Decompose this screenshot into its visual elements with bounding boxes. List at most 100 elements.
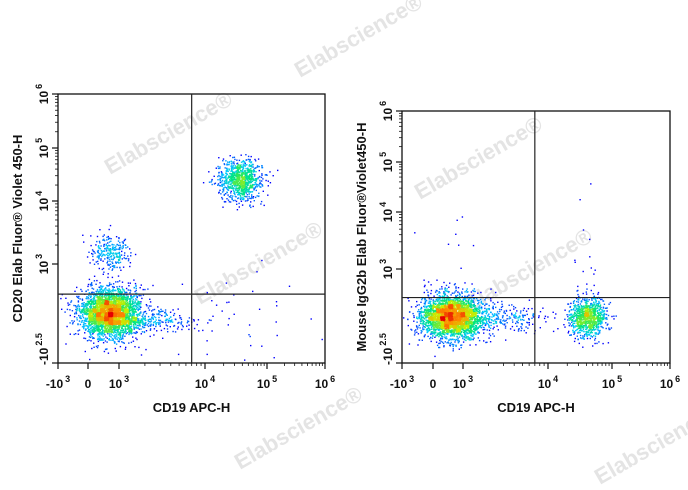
event-dot	[91, 319, 93, 321]
event-dot	[109, 327, 111, 330]
event-dot	[113, 322, 116, 325]
event-dot	[112, 305, 114, 307]
event-dot	[236, 177, 238, 180]
event-dot	[239, 186, 241, 188]
event-dot	[118, 317, 120, 319]
event-dot	[211, 330, 213, 332]
event-dot	[237, 178, 239, 180]
event-dot	[122, 334, 124, 337]
event-dot	[130, 328, 132, 330]
event-dot	[101, 301, 103, 303]
event-dot	[218, 157, 220, 159]
event-dot	[598, 341, 600, 343]
event-dot	[410, 306, 413, 308]
event-dot	[234, 183, 237, 186]
y-axis-label: CD20 Elab Fluor® Violet 450-H	[10, 135, 25, 323]
event-dot	[122, 313, 124, 315]
event-dot	[251, 178, 254, 180]
event-dot	[275, 321, 277, 323]
event-dot	[466, 295, 469, 297]
event-dot	[232, 168, 235, 170]
event-dot	[230, 165, 232, 167]
event-dot	[111, 309, 113, 311]
event-dot	[118, 315, 120, 317]
event-dot	[233, 181, 235, 183]
event-dot	[130, 295, 132, 297]
x-tick-label: 10 5	[257, 374, 277, 391]
event-dot	[96, 256, 98, 258]
event-dot	[104, 288, 107, 290]
event-dot	[242, 189, 245, 191]
event-dot	[124, 238, 127, 241]
event-dot	[113, 248, 116, 251]
event-dot	[149, 335, 151, 338]
event-dot	[92, 313, 94, 315]
event-dot	[105, 298, 108, 301]
event-dot	[69, 322, 71, 324]
event-dot	[260, 186, 262, 188]
event-dot	[251, 196, 253, 198]
event-dot	[528, 324, 530, 326]
event-dot	[122, 325, 124, 327]
event-dot	[115, 336, 117, 338]
event-dot	[133, 311, 136, 313]
event-dot	[251, 164, 253, 166]
event-dot	[91, 318, 94, 320]
event-dot	[554, 317, 556, 319]
event-dot	[112, 289, 114, 291]
event-dot	[107, 322, 109, 325]
event-dot	[229, 183, 231, 185]
event-dot	[107, 264, 109, 266]
event-dot	[180, 321, 183, 323]
event-dot	[114, 246, 116, 249]
event-dot	[133, 316, 135, 319]
event-dot	[464, 282, 466, 284]
event-dot	[108, 321, 110, 323]
event-dot	[160, 329, 163, 332]
event-dot	[131, 307, 133, 309]
event-dot	[134, 290, 136, 293]
event-dot	[227, 163, 229, 166]
event-dot	[136, 322, 139, 324]
event-dot	[130, 298, 132, 300]
event-dot	[93, 275, 96, 277]
event-dot	[88, 328, 91, 331]
event-dot	[469, 344, 471, 346]
event-dot	[100, 311, 102, 313]
event-dot	[102, 299, 104, 301]
event-dot	[131, 319, 133, 321]
event-dot	[76, 317, 78, 319]
event-dot	[117, 314, 120, 316]
event-dot	[567, 315, 569, 318]
event-dot	[121, 241, 124, 243]
event-dot	[427, 295, 430, 297]
event-dot	[516, 310, 518, 312]
event-dot	[130, 330, 132, 332]
event-dot	[118, 262, 120, 264]
event-dot	[105, 296, 107, 299]
event-dot	[407, 318, 409, 320]
event-dot	[114, 296, 116, 299]
event-dot	[93, 342, 95, 344]
event-dot	[253, 188, 255, 190]
event-dot	[87, 283, 90, 286]
event-dot	[90, 327, 92, 329]
event-dot	[187, 320, 189, 322]
event-dot	[86, 314, 88, 316]
event-dot	[111, 297, 113, 300]
event-dot	[88, 302, 90, 304]
event-dot	[123, 321, 125, 323]
event-dot	[65, 343, 67, 345]
event-dot	[132, 312, 134, 315]
event-dot	[493, 303, 496, 305]
event-dot	[122, 338, 124, 340]
event-dot	[118, 309, 120, 312]
event-dot	[100, 307, 102, 309]
event-dot	[446, 342, 448, 344]
event-dot	[143, 318, 145, 320]
event-dot	[135, 285, 137, 288]
event-dot	[250, 174, 253, 176]
event-dot	[116, 331, 119, 333]
event-dot	[101, 294, 103, 296]
event-dot	[98, 322, 101, 325]
